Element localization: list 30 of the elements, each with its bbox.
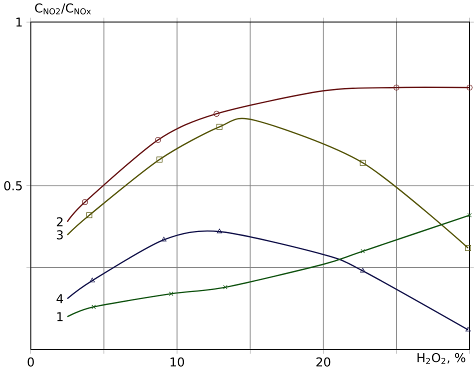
point	[155, 136, 161, 143]
point	[466, 84, 473, 91]
point	[360, 249, 365, 254]
point	[156, 156, 162, 163]
point	[92, 304, 96, 310]
point	[393, 84, 400, 91]
series-label: 4	[56, 294, 64, 304]
y-tick-label: 0.5	[4, 181, 22, 190]
point	[169, 292, 174, 296]
series-label: 2	[56, 217, 63, 226]
point	[161, 236, 166, 242]
series-label: 3	[56, 230, 63, 240]
point	[465, 326, 471, 332]
point	[216, 124, 222, 130]
x-axis-title: H$_{2}$O$_{2}$, %	[418, 353, 466, 364]
point	[82, 199, 88, 206]
x-tick-label: 10	[170, 357, 184, 367]
point	[360, 268, 366, 272]
point	[214, 110, 220, 117]
point	[465, 244, 472, 251]
point	[467, 213, 472, 218]
point	[360, 160, 366, 166]
series-label: 1	[57, 312, 63, 322]
x-tick-label: 0	[28, 357, 34, 367]
point	[86, 212, 92, 218]
y-axis-title: C$_{NO2}$/C$_{NOx}$	[35, 3, 91, 14]
point	[223, 285, 228, 290]
point	[90, 278, 95, 282]
point	[216, 228, 222, 234]
x-tick-label: 20	[316, 357, 330, 367]
